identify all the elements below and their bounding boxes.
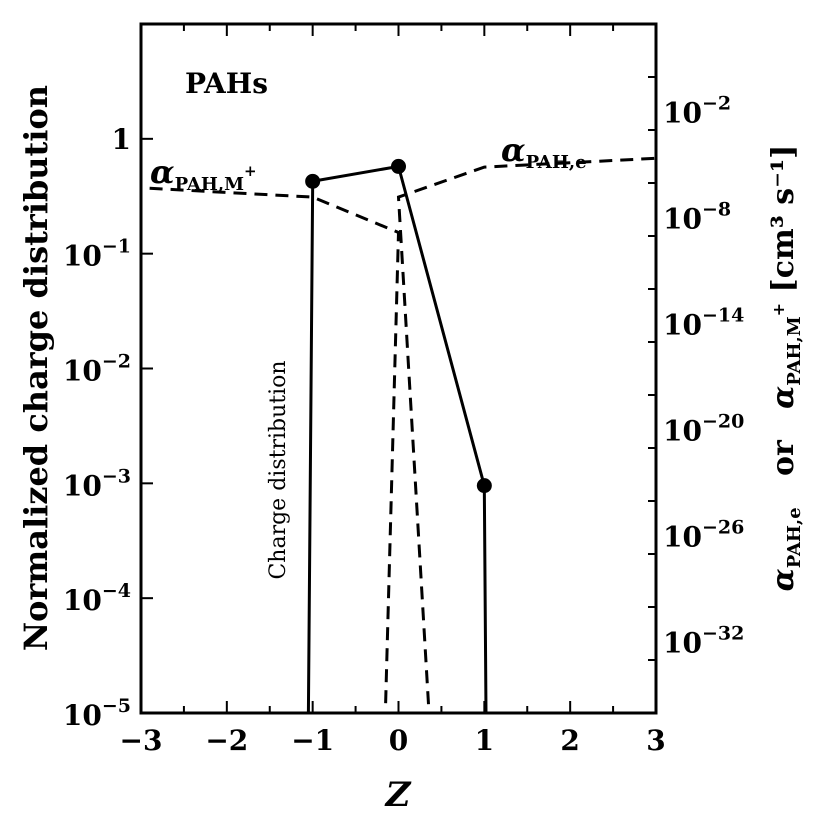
series-marker xyxy=(476,478,492,494)
y-left-tick-label: 10−1 xyxy=(63,236,131,273)
x-tick-label: 0 xyxy=(389,724,408,757)
ylabel-right-units: [cm³ s⁻¹] xyxy=(766,145,801,293)
x-tick-label: −1 xyxy=(291,724,334,757)
ylabel-right-or: or xyxy=(766,439,801,476)
y-left-tick-label: 1 xyxy=(112,123,131,156)
y-left-tick-label: 10−2 xyxy=(63,351,131,388)
ylabel-right-sub2: PAH,M xyxy=(784,316,805,385)
y-axis-right-label: αPAH,e or αPAH,M+ [cm³ s⁻¹] xyxy=(766,145,805,592)
tick-marks xyxy=(140,23,657,714)
y-right-tick-label: 10−26 xyxy=(663,516,744,553)
y-right-tick-label: 10−14 xyxy=(663,304,744,341)
series-line xyxy=(306,164,488,714)
x-tick-label: 2 xyxy=(560,724,579,757)
y-right-tick-label: 10−8 xyxy=(663,198,731,235)
y-right-tick-label: 10−20 xyxy=(663,410,744,447)
y-right-tick-label: 10−2 xyxy=(663,92,731,129)
ylabel-right-sup2: + xyxy=(769,303,788,316)
alpha-pah-e-label: αPAH,e xyxy=(501,131,587,173)
x-axis-label: Z xyxy=(384,775,412,815)
ylabel-right-sub1: PAH,e xyxy=(784,507,805,568)
series-marker xyxy=(305,173,321,189)
y-left-tick-label: 10−3 xyxy=(63,465,131,502)
y-left-tick-label: 10−5 xyxy=(63,695,131,732)
panel-label: PAHs xyxy=(185,67,268,100)
series-line xyxy=(149,186,401,705)
x-tick-label: −3 xyxy=(120,724,163,757)
y-axis-left-label: Normalized charge distribution xyxy=(17,85,55,651)
series-marker xyxy=(391,158,406,174)
y-right-tick-label: 10−32 xyxy=(663,622,744,659)
series-line xyxy=(396,156,657,705)
x-tick-label: −2 xyxy=(205,724,248,757)
y-left-tick-label: 10−4 xyxy=(63,580,131,617)
x-tick-label: 3 xyxy=(646,724,665,757)
x-tick-label: 1 xyxy=(475,724,494,757)
ylabel-right-alpha1: α xyxy=(766,568,801,591)
tick-labels: −3 −2 −1 0 1 2 3 1 10−1 10−2 10−3 10−4 10−5 10−2 10−8 1… xyxy=(63,92,744,757)
ylabel-right-alpha2: α xyxy=(766,386,801,409)
charge-distribution-label: Charge distribution xyxy=(266,360,291,579)
plot-frame xyxy=(139,22,658,715)
alpha-pah-m-label: αPAH,M+ xyxy=(150,153,257,195)
series-layer xyxy=(149,156,657,714)
